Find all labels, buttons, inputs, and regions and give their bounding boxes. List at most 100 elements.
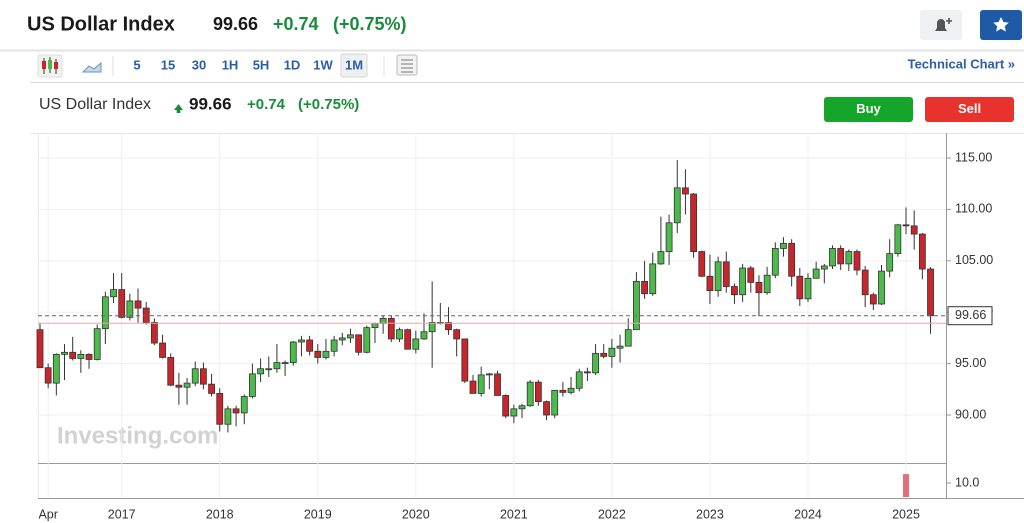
candle-body (551, 389, 559, 416)
candle-body (559, 389, 567, 393)
candle-body (355, 334, 363, 353)
candle-body (927, 268, 934, 317)
interval-button[interactable]: 5H (253, 57, 270, 72)
candle-body (910, 225, 918, 235)
candle-body (575, 371, 583, 389)
candle-body (338, 337, 346, 341)
chart-change-pct: (+0.75%) (298, 96, 359, 113)
candle-body (739, 267, 747, 296)
interval-button[interactable]: 5 (133, 57, 140, 72)
sell-label[interactable]: Sell (958, 101, 981, 116)
y-tick-label: 115.00 (955, 150, 992, 164)
x-tick-label: 2019 (304, 507, 332, 521)
interval-button[interactable]: 1W (313, 57, 333, 72)
x-tick-label: Apr (38, 507, 57, 521)
candle-body (273, 362, 281, 370)
candle-body (543, 401, 550, 416)
candle-body (208, 383, 215, 394)
candle-body (682, 187, 689, 195)
header-bar (0, 0, 1024, 50)
candles-icon[interactable] (37, 54, 63, 78)
x-tick-label: 2024 (794, 507, 822, 521)
watchlist-button[interactable] (980, 10, 1022, 40)
candle-body (150, 322, 158, 344)
interval-button[interactable]: 1H (222, 57, 239, 72)
x-tick-label: 2021 (500, 507, 528, 521)
candle-body (52, 353, 60, 384)
y-tick-label: 95.00 (955, 356, 986, 370)
candle-body (673, 187, 681, 224)
candle-body (240, 396, 248, 414)
candle-body (461, 338, 469, 382)
candle-body (216, 393, 224, 425)
candle-body (134, 300, 142, 309)
candle-body (281, 362, 289, 364)
candle-body (306, 339, 314, 352)
candle-body (404, 329, 412, 350)
candle-body (494, 373, 501, 396)
interval-button[interactable]: 1D (284, 57, 301, 72)
candle-body (232, 408, 240, 414)
candle-body (600, 352, 608, 357)
candle-body (485, 373, 493, 376)
candle-body (322, 350, 330, 358)
candle-body (902, 224, 910, 227)
instrument-title: US Dollar Index (27, 13, 175, 35)
candle-body (534, 381, 542, 403)
candle-body (347, 334, 354, 339)
candle-body (175, 384, 183, 388)
y-tick-label: 105.00 (955, 253, 993, 267)
candle-body (44, 367, 52, 384)
candle-body (167, 357, 175, 386)
candle-body (665, 222, 673, 252)
candle-body (731, 286, 738, 296)
last-price-box (947, 306, 993, 326)
candle-body (428, 322, 436, 333)
candle-body (845, 251, 853, 265)
candle-body (918, 233, 926, 270)
candle-body (747, 267, 755, 283)
candle-body (518, 405, 526, 410)
interval-button[interactable]: 30 (192, 57, 206, 72)
x-tick-label: 2022 (598, 507, 626, 521)
candle-body (314, 350, 322, 358)
candle-body (69, 351, 77, 359)
candle-body (526, 381, 534, 407)
candle-body (698, 251, 706, 277)
last-price-label: 99.66 (955, 308, 986, 322)
candle-body (886, 253, 894, 272)
active-interval-box (340, 53, 368, 78)
candle-body (894, 224, 902, 255)
candle-body (298, 339, 305, 343)
candle-body (469, 380, 477, 394)
x-tick-label: 2023 (696, 507, 724, 521)
buy-label[interactable]: Buy (856, 101, 881, 116)
buy-button[interactable]: Buy (824, 97, 913, 122)
candle-body (657, 251, 665, 265)
candle-body (796, 275, 804, 300)
interval-button[interactable]: 15 (161, 57, 175, 72)
area-icon[interactable] (81, 61, 102, 73)
candle-body (592, 352, 599, 374)
candle-body (608, 347, 616, 357)
candle-body (159, 342, 166, 358)
candle-body (641, 280, 648, 295)
candle-body (477, 374, 485, 394)
candle-body (93, 328, 101, 360)
candle-body (77, 353, 85, 359)
alert-button[interactable] (920, 10, 962, 40)
settings-icon[interactable] (396, 54, 418, 76)
candle-body (199, 368, 207, 385)
candle-body (567, 387, 575, 393)
candle-body (36, 329, 44, 369)
candle-body (191, 368, 199, 384)
candle-body (649, 263, 657, 295)
chart-price: 99.66 (189, 94, 232, 113)
candle-body (690, 193, 697, 252)
sell-button[interactable]: Sell (925, 97, 1014, 122)
interval-button[interactable]: 1M (345, 57, 363, 72)
up-arrow (174, 104, 183, 113)
candle-body (101, 296, 109, 330)
technical-chart-link[interactable]: Technical Chart » (908, 56, 1015, 71)
